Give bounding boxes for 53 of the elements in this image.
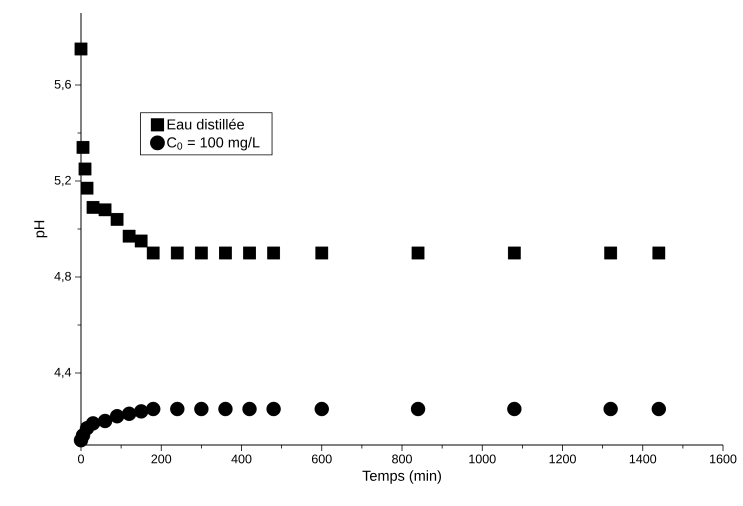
point (98, 203, 112, 216)
point (134, 234, 148, 248)
x-tick-label: 1400 (630, 454, 656, 464)
point (194, 402, 209, 416)
y-tick-label: 5,6 (54, 80, 71, 90)
x-axis-title: Temps (min) (362, 470, 441, 484)
y-tick-label: 5,2 (54, 176, 71, 186)
point (315, 246, 328, 260)
point (78, 162, 92, 176)
point (508, 246, 521, 260)
point (86, 416, 100, 431)
x-tick-label: 800 (392, 454, 412, 464)
point (170, 246, 184, 260)
point (194, 246, 208, 260)
point (243, 246, 256, 260)
point (170, 402, 184, 416)
x-tick-label: 400 (231, 454, 252, 464)
point (122, 406, 136, 421)
point (266, 402, 281, 416)
y-axis-title: pH (34, 220, 48, 238)
x-tick-label: 1600 (710, 454, 736, 464)
point (603, 402, 618, 416)
point (267, 246, 280, 260)
point (80, 182, 94, 195)
point (134, 404, 148, 419)
x-tick-label: 200 (151, 454, 172, 464)
point (146, 402, 160, 416)
point (86, 200, 100, 214)
point (110, 212, 124, 226)
point (507, 402, 522, 416)
point (110, 409, 124, 424)
x-tick-label: 0 (78, 454, 84, 464)
point (314, 402, 329, 416)
x-tick-label: 600 (312, 454, 332, 464)
point (76, 140, 90, 154)
point (146, 246, 160, 260)
y-tick-label: 4,4 (54, 368, 72, 378)
y-tick-label: 4,8 (54, 272, 71, 282)
point (410, 402, 426, 416)
legend-label: C$_{0}$ = 100 mg/L (167, 136, 260, 150)
legend-label: Eau distillée (168, 118, 244, 130)
point (604, 246, 618, 260)
point (242, 402, 257, 416)
point (219, 246, 232, 260)
point (652, 246, 666, 260)
point (98, 414, 112, 428)
x-tick-label: 1200 (550, 454, 576, 464)
point (412, 246, 424, 260)
x-tick-label: 1000 (469, 454, 496, 464)
point (122, 230, 136, 243)
point (652, 402, 666, 416)
point (74, 42, 88, 56)
point (218, 402, 233, 416)
